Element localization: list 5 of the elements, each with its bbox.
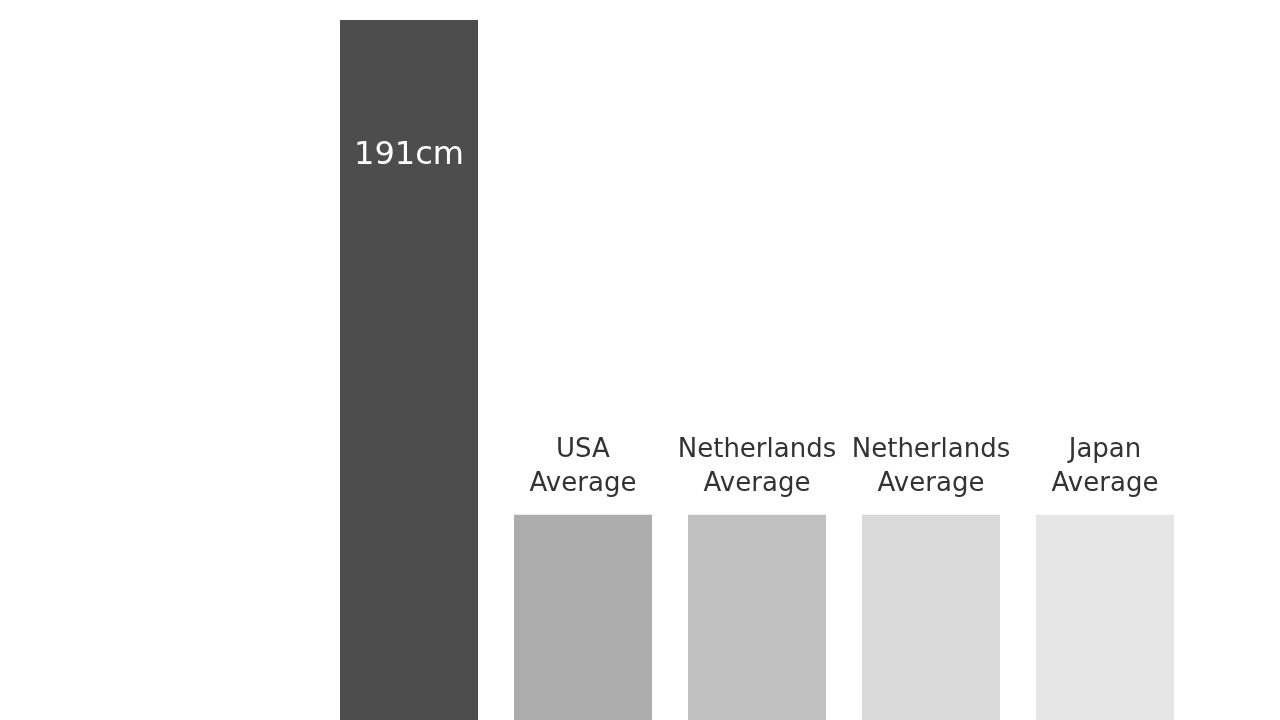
- data-label: 191cm: [354, 134, 464, 172]
- x-tick-label: USA Average: [529, 432, 637, 497]
- x-tick-label: Netherlands Average: [851, 432, 1011, 497]
- x-tick-label: Netherlands Average: [677, 432, 837, 497]
- x-tick-label: Japan Average: [1051, 432, 1159, 497]
